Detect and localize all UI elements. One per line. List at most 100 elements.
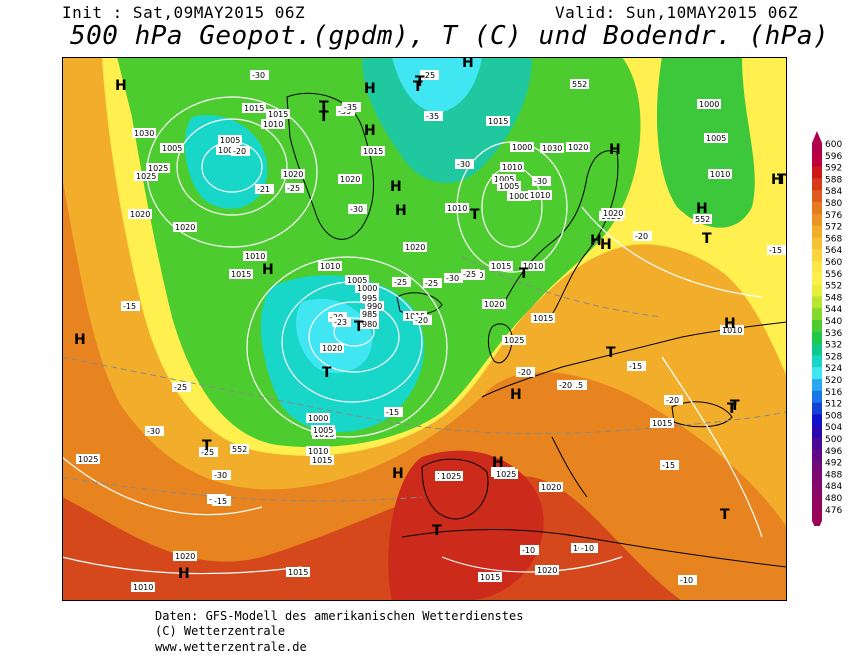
isobar-west-ring-2	[176, 118, 288, 216]
pressure-label-text-43: 1010	[308, 447, 328, 456]
temperature-labels: -30-35-25-35-30-35-25-30-30-25-25-30-25-…	[121, 70, 786, 585]
temp-label-22: -25	[172, 382, 191, 392]
pressure-label-text-6: 1015	[231, 270, 251, 279]
temp-label-bg-31	[678, 575, 697, 585]
legend-label-532: 532	[825, 341, 842, 351]
pressure-label-61: 1010	[131, 582, 155, 592]
legend-swatch-552	[812, 284, 822, 297]
footer-website[interactable]: www.wetterzentrale.de	[155, 640, 307, 654]
coast-scandinavia	[501, 150, 619, 323]
pressure-label-text-62: 1020	[603, 209, 623, 218]
pressure-label-text-31: 1010	[320, 262, 340, 271]
pressure-label-35: 990	[365, 301, 384, 311]
pressure-label-9: 1000	[216, 145, 240, 155]
temp-label-text-28: -15	[214, 497, 227, 506]
legend-label-576: 576	[825, 211, 842, 221]
pressure-label-55: 1020	[535, 565, 559, 575]
temp-label-bg-11	[444, 273, 463, 283]
temp-label-32: -15	[121, 301, 140, 311]
temp-label-31: -10	[678, 575, 697, 585]
temp-label-bg-19	[516, 367, 535, 377]
temp-label-3: -35	[342, 102, 361, 112]
legend-label-584: 584	[825, 187, 842, 197]
isobar-low-ring-1	[333, 317, 375, 347]
pressure-label-bg-39	[403, 242, 427, 252]
chart-title: 500 hPa Geopot.(gpdm), T (C) und Bodendr…	[70, 21, 830, 51]
temp-label-6: -25	[285, 183, 304, 193]
temp-label-text-20: -15	[570, 381, 583, 390]
legend-swatch-512	[812, 402, 822, 415]
pressure-label-bg-6	[229, 269, 253, 279]
legend-swatch-548	[812, 296, 822, 309]
isobar-low-ring-4	[246, 256, 448, 438]
low-symbol-8: T	[202, 438, 212, 454]
temp-label-21: -20	[557, 380, 576, 390]
pressure-label-20: 1005	[497, 181, 521, 191]
pressure-label-bg-16	[445, 203, 469, 213]
pressure-label-bg-40	[502, 335, 526, 345]
legend-label-480: 480	[825, 494, 842, 504]
temp-label-text-6: -25	[287, 184, 300, 193]
pressure-label-text-20: 1005	[499, 182, 519, 191]
legend-swatch-584	[812, 190, 822, 203]
coast-africa	[401, 529, 787, 568]
temp-label-35: -20	[664, 395, 683, 405]
legend-label-564: 564	[825, 246, 842, 256]
fill-band-darkred	[388, 450, 544, 601]
temp-label-bg-30	[520, 545, 539, 555]
temp-label-bg-29	[660, 460, 679, 470]
pressure-label-text-63: 1000	[699, 100, 719, 109]
temp-label-bg-35	[664, 395, 683, 405]
legend-swatch-556	[812, 272, 822, 286]
pressure-label-28: 1020	[566, 142, 590, 152]
gph-label-bg-2	[230, 444, 249, 454]
pressure-label-bg-23	[489, 261, 513, 271]
temp-label-text-14: -21	[257, 185, 270, 194]
pressure-label-bg-58	[650, 418, 674, 428]
legend-swatch-564	[812, 249, 822, 262]
temp-label-text-5: -35	[426, 112, 439, 121]
pressure-label-bg-35	[365, 301, 384, 311]
temp-label-36: -30	[145, 426, 164, 436]
temp-label-2: -25	[420, 70, 439, 80]
pressure-label-bg-8	[218, 135, 242, 145]
temp-label-16: -23	[332, 317, 351, 327]
isobar-east-1010	[661, 356, 763, 538]
pressure-label-bg-5	[173, 222, 197, 232]
temp-label-bg-5	[424, 111, 443, 121]
pressure-label-bg-17	[492, 174, 516, 184]
pressure-label-22: 1010	[528, 190, 552, 200]
pressure-label-text-35: 990	[367, 302, 382, 311]
pressure-label-1: 1025	[134, 171, 158, 181]
low-symbol-2: T	[319, 99, 329, 115]
legend-swatch-520	[812, 379, 822, 392]
pressure-label-text-59: 1020	[175, 552, 195, 561]
pressure-label-bg-48	[539, 482, 563, 492]
pressure-label-56: 1015	[478, 572, 502, 582]
temp-label-bg-21	[557, 380, 576, 390]
temp-label-text-34: -10	[581, 544, 594, 553]
pressure-label-text-23: 1015	[491, 262, 511, 271]
pressure-label-text-36: 985	[362, 310, 377, 319]
temp-label-bg-28	[212, 496, 231, 506]
pressure-label-bg-52	[439, 471, 463, 481]
pressure-label-bg-63	[697, 99, 721, 109]
temp-label-bg-17	[413, 315, 432, 325]
temp-label-bg-36	[145, 426, 164, 436]
legend-label-568: 568	[825, 234, 842, 244]
legend-swatch-540	[812, 320, 822, 333]
high-symbol-9: H	[74, 332, 86, 348]
pressure-label-bg-43	[306, 446, 330, 456]
fill-band-teal-west	[184, 115, 268, 209]
temp-label-bg-4	[348, 204, 367, 214]
pressure-label-bg-1	[134, 171, 158, 181]
pressure-label-bg-22	[528, 190, 552, 200]
pressure-label-bg-45	[306, 413, 330, 423]
pressure-label-bg-28	[566, 142, 590, 152]
legend-swatch-492	[812, 461, 822, 474]
pressure-label-text-39: 1020	[405, 243, 425, 252]
legend-label-588: 588	[825, 175, 842, 185]
pressure-label-text-66: 1005	[162, 144, 182, 153]
pressure-label-text-26: 1010	[523, 262, 543, 271]
pressure-label-64: 1005	[704, 133, 728, 143]
